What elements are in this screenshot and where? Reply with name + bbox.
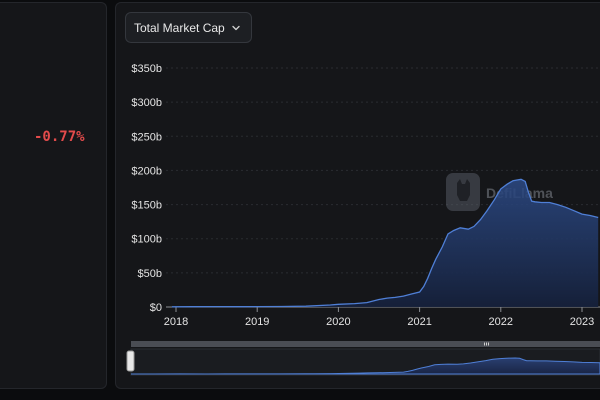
y-tick-label: $100b <box>131 234 162 246</box>
y-tick-label: $0 <box>150 302 162 314</box>
metric-select-label: Total Market Cap <box>134 20 225 35</box>
y-axis: $0 $50b $100b $150b $200b $250b $300b $350b <box>131 63 162 314</box>
x-axis: 2018 2019 2020 2021 2022 2023 <box>164 306 600 328</box>
summary-panel: -0.77% <box>0 2 107 389</box>
x-tick-label: 2022 <box>489 316 513 328</box>
y-tick-label: $250b <box>131 131 162 143</box>
metric-select[interactable]: Total Market Cap <box>125 12 252 43</box>
y-tick-label: $50b <box>138 268 162 280</box>
navigator-area <box>131 357 600 375</box>
grid-lines <box>166 67 600 308</box>
x-tick-label: 2020 <box>326 316 350 328</box>
chevron-down-icon <box>232 25 240 30</box>
y-tick-label: $350b <box>131 63 162 75</box>
page-footer <box>0 392 600 400</box>
change-24h-value: -0.77% <box>34 129 85 145</box>
x-tick-label: 2021 <box>407 316 431 328</box>
y-tick-label: $150b <box>131 200 162 212</box>
y-tick-label: $300b <box>131 97 162 109</box>
navigator-scrollbar[interactable] <box>131 341 600 347</box>
range-navigator[interactable] <box>126 341 600 376</box>
x-tick-label: 2018 <box>164 316 188 328</box>
navigator-grip-icon[interactable] <box>484 342 489 346</box>
x-tick-label: 2019 <box>245 316 269 328</box>
series-line <box>171 178 599 308</box>
x-tick-label: 2023 <box>570 316 594 328</box>
y-tick-label: $200b <box>131 165 162 177</box>
navigator-left-handle[interactable] <box>126 350 135 372</box>
series-area <box>171 179 599 307</box>
